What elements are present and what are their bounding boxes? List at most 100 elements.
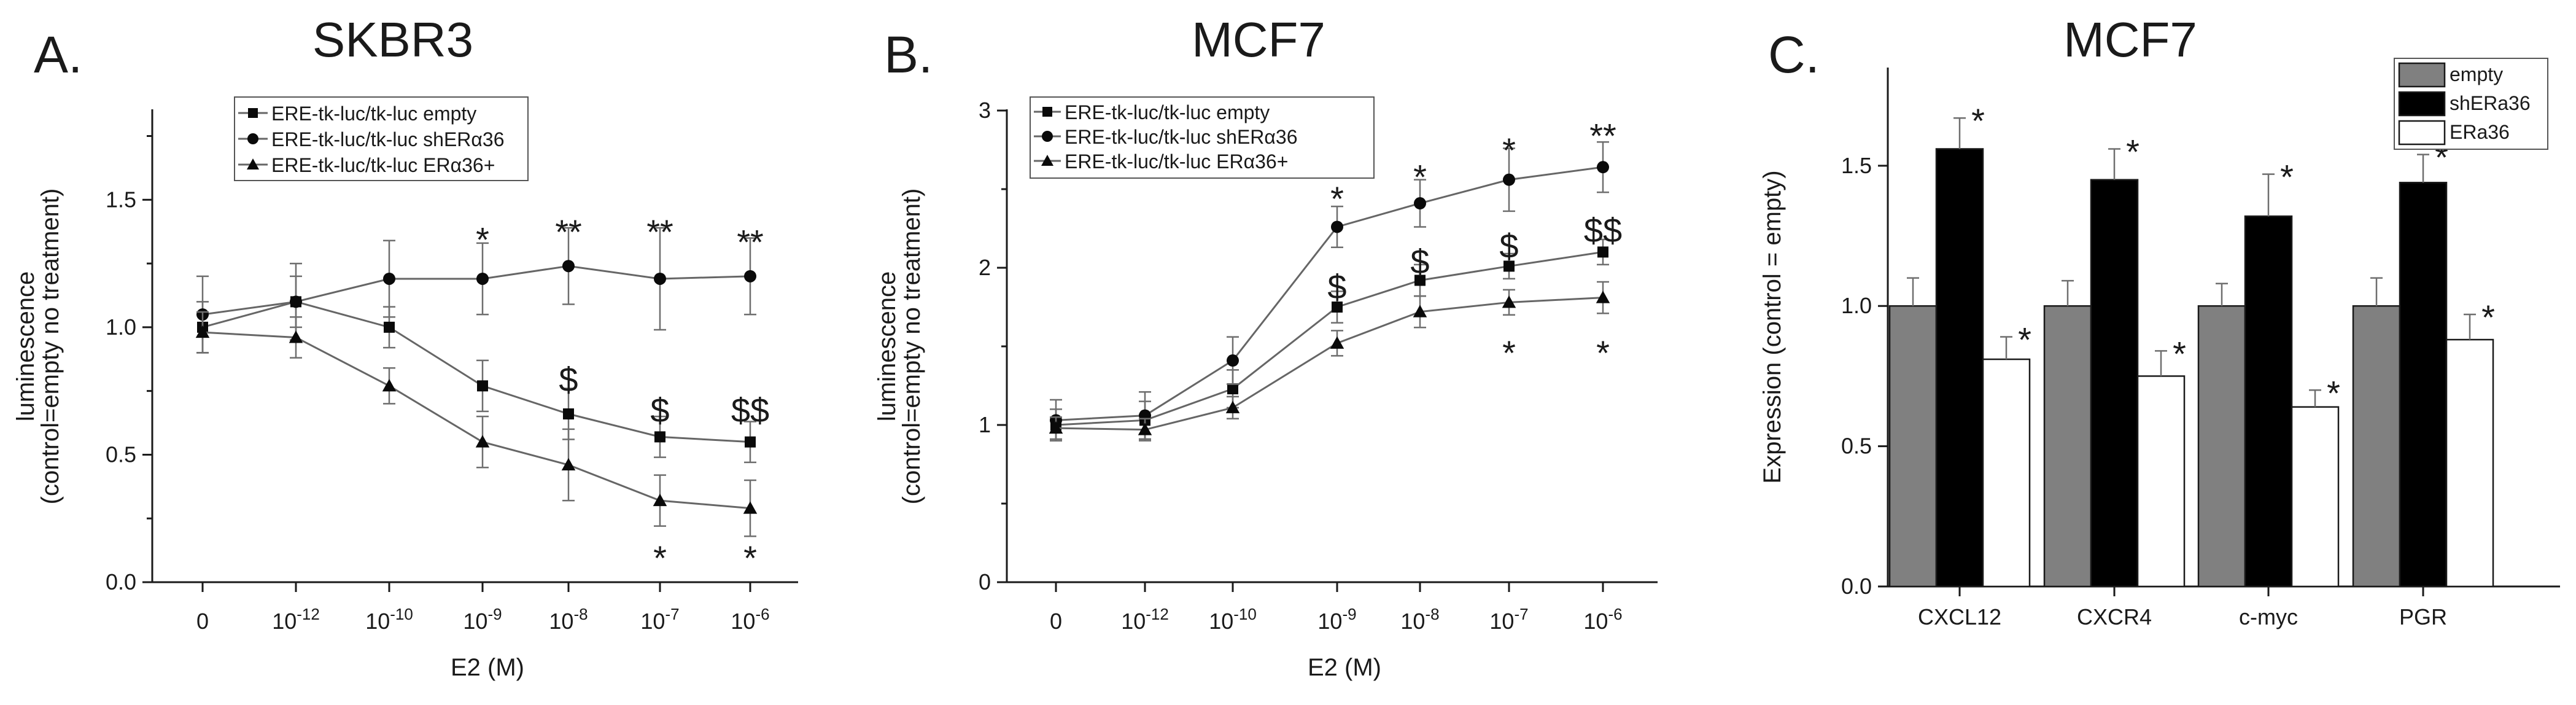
panel-a-legend-markers: [238, 108, 268, 169]
x-tick-label: 10-7: [1489, 605, 1528, 634]
data-point: [383, 272, 395, 285]
data-point: [1330, 336, 1344, 349]
significance-marker: *: [2481, 298, 2495, 337]
y-tick-label: 1: [979, 412, 991, 437]
panel-b-legend-markers: [1034, 107, 1061, 166]
panel-c: C. MCF7 0.0 0.5 1.0 1.5 Expression (control …: [1759, 12, 2560, 629]
bar-shera36-pgr: [2399, 182, 2448, 588]
panel-a-letter: A.: [34, 26, 82, 84]
data-point: [1331, 220, 1343, 233]
significance-marker: $$: [1584, 211, 1622, 249]
panel-b-plot: 0 1 2 3 0 10-12 10-10 10-9 10-8 10-7 10-6 E2 (M) lum…: [874, 98, 1658, 681]
significance-marker: *: [1330, 179, 1344, 218]
bar-empty-pgr: [2352, 305, 2401, 588]
significance-marker: **: [1589, 117, 1616, 155]
x-tick-label: 10-12: [1121, 605, 1169, 634]
bar-empty-cxcl12: [1888, 305, 1938, 588]
panel-a-plot: 0.0 0.5 1.0 1.5 0 10-12 10-10 10-9 10-8 10-7 10-6 E…: [12, 109, 798, 681]
legend-entry-era36: ERa36: [2450, 121, 2510, 143]
x-axis-title: E2 (M): [1308, 654, 1381, 681]
legend-marker: [1042, 131, 1053, 142]
x-tick-label: 10-6: [1583, 605, 1622, 634]
significance-marker: **: [555, 212, 582, 251]
data-point: [1227, 383, 1238, 395]
bar-era36-c-myc: [2291, 406, 2340, 588]
x-tick-label: c-myc: [2239, 604, 2298, 629]
panel-b-legend: ERE-tk-luc/tk-luc empty ERE-tk-luc/tk-lu…: [1030, 96, 1375, 179]
panel-c-plot: 0.0 0.5 1.0 1.5 Expression (control = empty)…: [1759, 68, 2560, 629]
data-point: [1414, 197, 1426, 210]
significance-marker: *: [2018, 320, 2031, 359]
data-point: [290, 295, 302, 308]
y-tick-label: 1.0: [106, 314, 136, 340]
bar-shera36-c-myc: [2244, 215, 2293, 588]
significance-marker: *: [476, 220, 489, 259]
legend-entry-empty: empty: [2450, 63, 2503, 85]
y-axis-subtitle: (control=empty no treatment): [898, 189, 925, 505]
x-tick-label: CXCL12: [1918, 604, 2001, 629]
significance-marker: **: [737, 222, 764, 261]
bar-empty-c-myc: [2197, 305, 2246, 588]
y-tick-label: 0.5: [106, 442, 136, 467]
bar-empty-cxcr4: [2043, 305, 2092, 588]
significance-marker: *: [653, 539, 667, 577]
y-tick-label: 3: [979, 98, 991, 123]
y-tick-label: 2: [979, 255, 991, 280]
panel-a-title: SKBR3: [312, 12, 473, 67]
legend-marker: [248, 108, 258, 118]
y-axis-title: luminescence: [874, 271, 901, 422]
data-point: [195, 325, 210, 338]
significance-marker: $: [1327, 267, 1346, 306]
panel-b: B. MCF7 0 1 2 3 0 10-12 10-10 10-9 10-8 10-7 10-6 E…: [874, 12, 1658, 681]
data-point: [382, 379, 397, 392]
significance-marker: *: [1971, 101, 1985, 140]
legend-swatch: [2398, 91, 2446, 117]
significance-marker: *: [1502, 131, 1516, 169]
significance-marker: $: [650, 391, 669, 429]
x-tick-label: 10-7: [640, 605, 679, 634]
legend-swatch: [2398, 120, 2446, 146]
data-point: [1225, 400, 1240, 413]
significance-marker: *: [1413, 157, 1427, 196]
significance-marker: $: [1499, 227, 1518, 265]
data-point: [1502, 295, 1516, 308]
bar-era36-pgr: [2445, 338, 2494, 588]
data-point: [744, 270, 756, 282]
legend-entry-sheRa36: shERa36: [2450, 92, 2531, 114]
y-axis-subtitle: (control=empty no treatment): [37, 189, 64, 505]
series-line: [202, 265, 751, 316]
x-tick-label: PGR: [2399, 604, 2447, 629]
bar-era36-cxcr4: [2136, 375, 2186, 588]
data-point: [654, 272, 666, 285]
significance-marker: *: [2173, 334, 2186, 373]
x-tick-label: 0: [196, 609, 209, 634]
y-axis-title: luminescence: [12, 271, 39, 422]
series-ere-tk-luc-tk-luc-sherα36: [196, 227, 756, 354]
significance-marker: *: [2280, 158, 2294, 197]
x-tick-label: 10-12: [272, 605, 320, 634]
significance-marker: $: [559, 360, 578, 399]
y-axis-title: Expression (control = empty): [1759, 170, 1786, 483]
significance-marker: *: [743, 539, 757, 577]
bar-era36-cxcl12: [1982, 358, 2031, 588]
data-point: [745, 436, 756, 448]
significance-marker: **: [646, 212, 673, 251]
data-point: [384, 321, 395, 333]
data-point: [1049, 421, 1063, 434]
x-tick-label: CXCR4: [2077, 604, 2152, 629]
x-axis-title: E2 (M): [451, 654, 524, 681]
legend-marker: [1041, 155, 1053, 166]
x-tick-label: 10-10: [1209, 605, 1257, 634]
legend-entry-sherα36: ERE-tk-luc/tk-luc shERα36: [1065, 126, 1297, 148]
panel-c-legend: empty shERa36 ERa36: [2394, 58, 2548, 150]
panel-c-letter: C.: [1768, 26, 1820, 84]
legend-swatch: [2398, 62, 2446, 88]
data-point: [1597, 161, 1609, 174]
x-tick-label: 10-6: [731, 605, 769, 634]
data-point: [1332, 302, 1343, 313]
series-line: [1055, 297, 1604, 431]
data-point: [1596, 290, 1610, 303]
data-point: [562, 260, 575, 273]
significance-marker: *: [1502, 333, 1516, 372]
